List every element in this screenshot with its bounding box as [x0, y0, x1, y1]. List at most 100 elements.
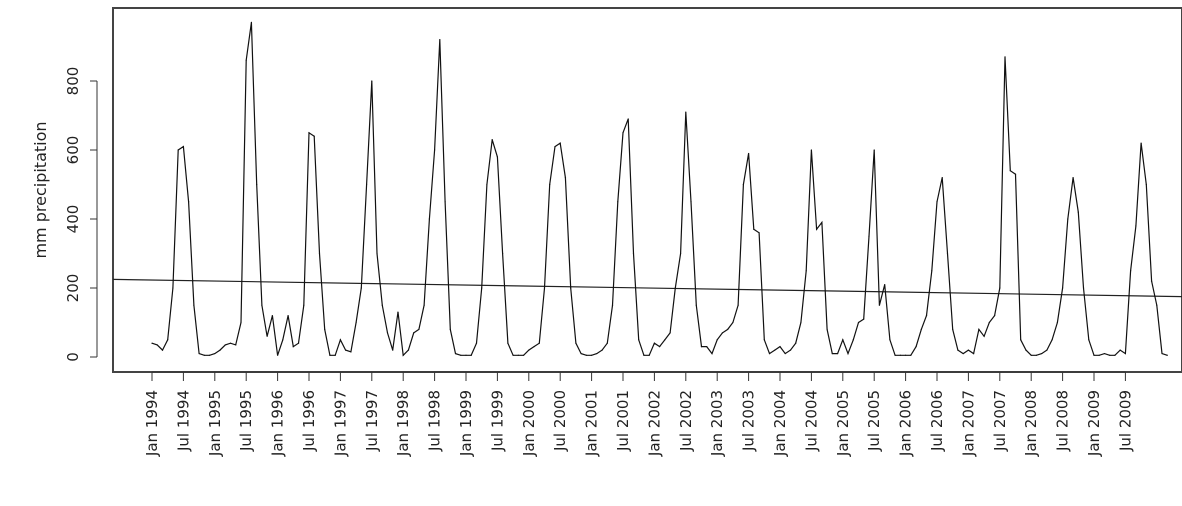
data-point	[884, 283, 886, 286]
x-tick-label: Jul 1996	[300, 390, 318, 452]
data-point	[742, 183, 744, 186]
data-point	[559, 142, 561, 144]
data-point	[962, 352, 964, 355]
data-point	[219, 349, 221, 351]
data-point	[460, 354, 462, 356]
data-point	[768, 352, 771, 355]
data-point	[528, 349, 530, 351]
data-point	[470, 354, 472, 356]
y-axis: 0 200 400 600 800	[64, 67, 98, 362]
data-point	[475, 342, 478, 344]
data-point	[606, 342, 608, 344]
data-point	[439, 39, 441, 41]
data-point	[491, 139, 493, 141]
data-point	[266, 335, 268, 337]
data-point	[224, 344, 226, 346]
x-tick-label: Jul 2003	[740, 390, 758, 452]
data-point	[193, 304, 195, 306]
data-point	[1145, 183, 1147, 186]
data-point	[1140, 142, 1142, 144]
y-axis-title: mm precipitation	[31, 121, 50, 258]
data-point	[899, 354, 901, 356]
data-point	[1103, 352, 1106, 355]
y-tick-label: 600	[64, 136, 82, 165]
data-point	[1046, 349, 1048, 351]
x-tick-label: Jan 2006	[897, 390, 915, 457]
data-point	[496, 156, 498, 158]
data-point	[816, 228, 818, 230]
data-point	[229, 342, 232, 344]
data-point	[308, 132, 310, 134]
data-point	[151, 342, 153, 344]
data-point	[418, 328, 420, 330]
data-point	[863, 318, 865, 320]
data-point	[240, 321, 242, 324]
y-tick-label: 0	[64, 352, 82, 362]
data-point	[653, 342, 656, 344]
x-tick-label: Jul 1997	[363, 390, 381, 452]
y-tick-label: 800	[64, 67, 82, 96]
data-point	[758, 232, 760, 234]
data-point	[345, 349, 347, 351]
data-point	[580, 352, 582, 355]
data-point	[324, 328, 326, 330]
data-point	[444, 201, 446, 203]
x-tick-label: Jul 1994	[174, 390, 192, 452]
data-point	[873, 149, 875, 151]
data-point	[931, 270, 933, 272]
data-point	[465, 354, 467, 356]
x-tick-label: Jul 2002	[677, 390, 695, 452]
data-point	[925, 315, 928, 317]
data-point	[282, 339, 284, 341]
data-point	[376, 252, 378, 255]
data-point	[1020, 339, 1022, 341]
y-tick-label: 200	[64, 274, 82, 303]
data-point	[1009, 170, 1011, 172]
data-point	[549, 183, 551, 186]
data-point	[402, 354, 404, 356]
data-point	[721, 332, 724, 334]
data-point	[533, 346, 535, 348]
data-point	[591, 354, 593, 356]
data-point	[711, 352, 713, 355]
data-point	[428, 218, 430, 220]
x-axis: Jan 1994 Jul 1994 Jan 1995 Jul 1995 Jan 1996…	[143, 371, 1134, 457]
data-point	[397, 311, 399, 313]
data-point	[983, 335, 985, 337]
data-point	[538, 342, 540, 344]
data-point	[789, 349, 792, 351]
data-point	[674, 287, 676, 289]
data-point	[1156, 304, 1158, 306]
data-point	[967, 349, 970, 351]
data-point	[517, 354, 519, 356]
data-point	[1109, 354, 1111, 356]
data-point	[570, 287, 572, 289]
x-tick-label: Jul 2007	[991, 390, 1009, 452]
data-point	[1130, 270, 1132, 272]
data-point	[156, 344, 158, 346]
data-point	[1077, 211, 1079, 213]
data-point	[732, 321, 734, 324]
data-point	[512, 354, 514, 356]
data-point	[669, 332, 671, 334]
data-point	[198, 352, 200, 355]
x-tick-label: Jan 2003	[708, 390, 726, 457]
x-tick-label: Jan 1998	[394, 390, 412, 457]
x-tick-label: Jan 1996	[269, 390, 287, 457]
data-point	[188, 201, 190, 203]
data-point	[784, 352, 786, 355]
data-point	[878, 304, 881, 306]
data-point	[360, 287, 362, 289]
data-point	[842, 339, 844, 341]
x-tick-label: Jul 2005	[865, 390, 883, 452]
data-point	[1056, 321, 1058, 324]
x-tick-label: Jan 1994	[143, 390, 161, 457]
data-point	[936, 201, 938, 203]
data-point	[434, 149, 436, 151]
data-point	[727, 328, 729, 330]
data-point	[638, 339, 640, 341]
data-point	[292, 346, 294, 348]
data-point	[423, 304, 425, 306]
x-tick-label: Jul 2001	[614, 390, 632, 452]
